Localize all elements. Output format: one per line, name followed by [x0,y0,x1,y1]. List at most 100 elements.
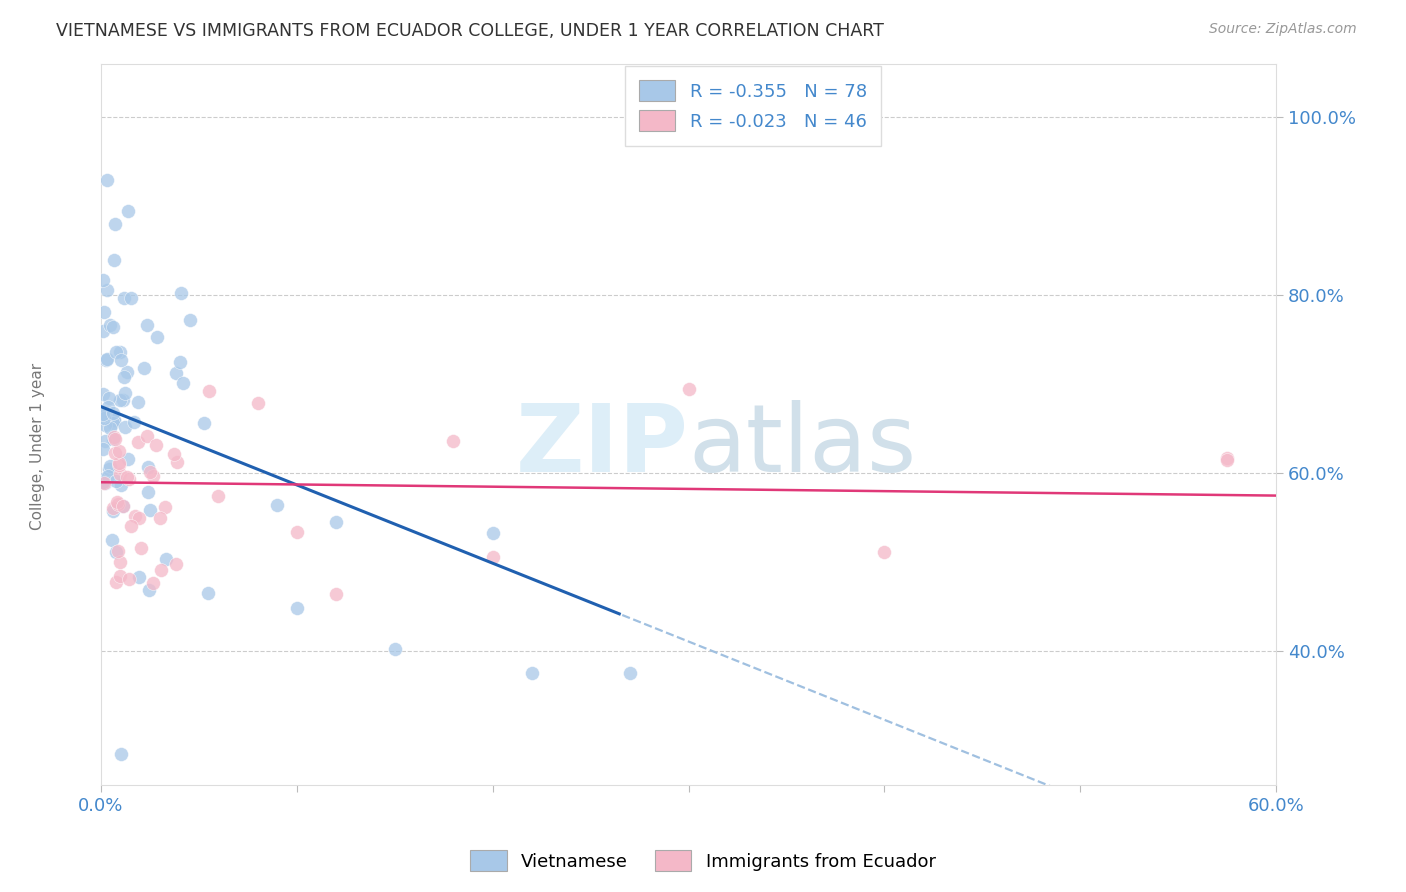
Point [197,585,219,599]
Point [103,413,125,427]
Point [104,545,127,559]
Point [149,511,172,525]
Point [165,366,187,380]
Point [207,490,229,504]
Point [246,396,269,410]
Point [107,544,129,558]
Point [128,570,150,584]
Point [101,433,124,447]
Point [481,549,503,564]
Point [103,412,125,426]
Point [117,470,139,484]
Point [97,469,120,483]
Point [91,387,114,401]
Point [110,478,132,492]
Point [93,417,115,432]
Text: VIETNAMESE VS IMMIGRANTS FROM ECUADOR COLLEGE, UNDER 1 YEAR CORRELATION CHART: VIETNAMESE VS IMMIGRANTS FROM ECUADOR CO… [56,22,884,40]
Point [520,666,543,681]
Point [104,217,127,231]
Text: atlas: atlas [689,400,917,492]
Point [96,283,118,297]
Point [1216,453,1239,467]
Point [117,365,139,379]
Point [103,253,125,268]
Point [165,558,187,572]
Point [98,391,121,405]
Point [91,324,114,338]
Point [101,500,124,515]
Point [107,498,129,512]
Point [384,642,406,657]
Point [100,421,122,435]
Point [139,502,162,516]
Point [285,524,308,539]
Point [120,291,142,305]
Point [104,446,127,460]
Point [96,172,118,186]
Point [107,457,129,471]
Point [108,392,131,407]
Point [678,382,700,396]
Point [98,458,121,473]
Point [124,508,146,523]
Point [122,415,145,429]
Point [108,568,131,582]
Point [101,319,124,334]
Point [136,484,159,499]
Point [101,406,124,420]
Point [120,519,142,533]
Point [94,476,117,491]
Point [134,360,156,375]
Point [94,353,117,368]
Point [104,432,127,446]
Point [136,460,159,475]
Point [91,472,114,486]
Point [105,474,128,488]
Point [285,600,308,615]
Point [142,575,165,590]
Point [1216,450,1239,465]
Point [101,533,124,548]
Point [117,203,139,218]
Point [193,416,215,430]
Point [139,465,162,479]
Point [170,285,193,300]
Point [108,444,131,458]
Point [873,545,896,559]
Legend: R = -0.355   N = 78, R = -0.023   N = 46: R = -0.355 N = 78, R = -0.023 N = 46 [624,66,882,145]
Point [97,400,120,414]
Point [91,475,114,489]
Text: College, Under 1 year: College, Under 1 year [31,362,45,530]
Point [112,393,135,408]
Point [325,587,347,601]
Point [105,495,128,509]
Point [114,386,136,401]
Point [127,434,149,449]
Point [110,747,132,761]
Point [146,329,169,343]
Point [96,351,118,366]
Point [163,447,186,461]
Point [117,452,139,467]
Point [110,352,132,367]
Point [98,462,121,476]
Point [105,344,128,359]
Point [135,318,157,332]
Point [91,273,114,287]
Point [93,442,115,457]
Text: ZIP: ZIP [516,400,689,492]
Point [619,665,641,680]
Point [93,411,115,425]
Point [94,409,117,423]
Point [481,525,503,540]
Point [127,394,149,409]
Point [136,429,159,443]
Point [112,499,135,513]
Point [105,575,128,590]
Point [91,407,114,421]
Point [118,472,141,486]
Point [266,498,288,512]
Point [155,551,177,566]
Point [112,291,135,305]
Point [179,313,201,327]
